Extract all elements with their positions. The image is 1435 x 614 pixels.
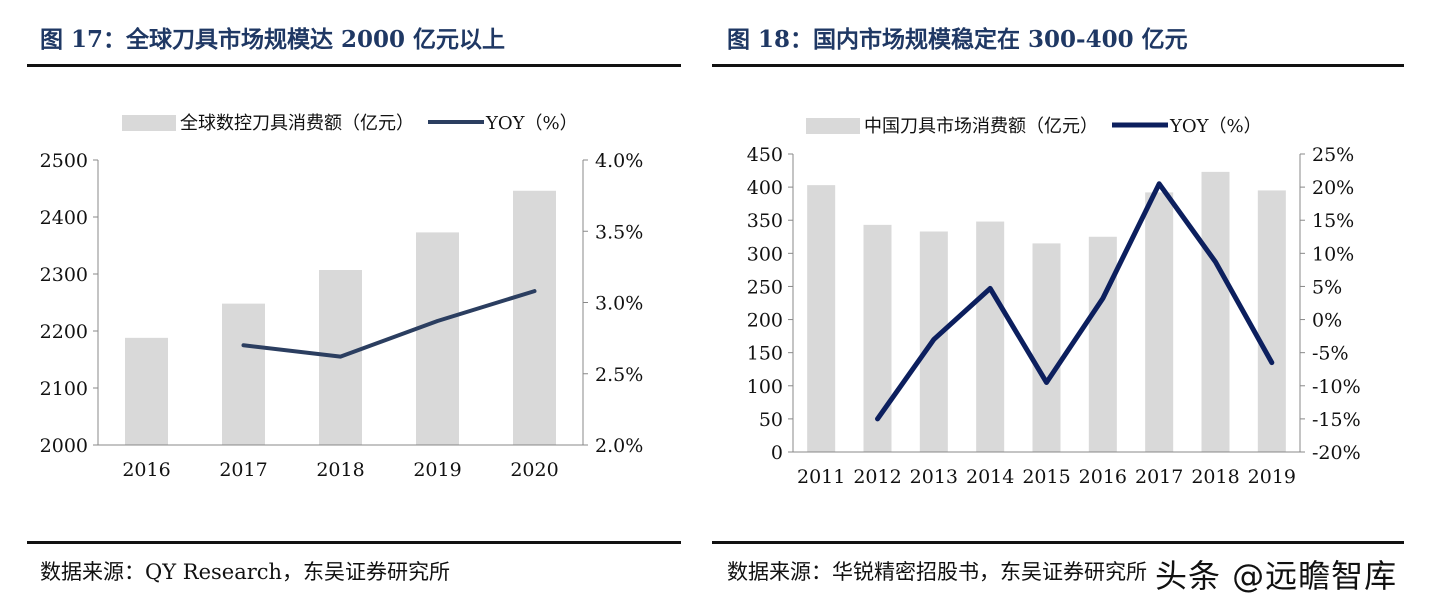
figure-18-source: 数据来源：华锐精密招股书，东吴证券研究所	[727, 560, 1147, 584]
y-right-tick-label: 4.0%	[595, 150, 643, 172]
y-right-tick-label: 2.0%	[595, 435, 643, 457]
watermark: 头条 @远瞻智库	[1155, 557, 1398, 595]
figure-18-title: 图 18：国内市场规模稳定在 300-400 亿元	[727, 26, 1188, 53]
bar	[125, 337, 168, 445]
legend-line-label: YOY（%）	[485, 113, 578, 134]
y-left-tick-label: 2000	[40, 435, 88, 457]
yoy-line	[875, 181, 1275, 422]
y-right-tick-label: 15%	[1312, 210, 1354, 232]
bar	[222, 303, 265, 445]
x-tick-label: 2018	[316, 459, 364, 481]
y-left-tick-label: 2500	[40, 150, 88, 172]
x-tick-label: 2019	[413, 459, 461, 481]
y-left-tick-label: 2100	[40, 378, 88, 400]
divider	[712, 541, 1404, 544]
divider	[27, 64, 681, 67]
y-left-tick-label: 50	[759, 409, 783, 431]
yoy-line	[241, 289, 537, 359]
bar	[1201, 171, 1230, 452]
legend-bar-label: 中国刀具市场消费额（亿元）	[864, 116, 1098, 137]
y-left-tick-label: 450	[747, 144, 783, 166]
legend-line-label: YOY（%）	[1169, 116, 1262, 137]
y-right-tick-label: -15%	[1312, 409, 1361, 431]
divider	[27, 541, 681, 544]
x-tick-label: 2012	[853, 466, 901, 488]
x-tick-label: 2019	[1248, 466, 1296, 488]
bar	[416, 232, 459, 445]
y-right-tick-label: 3.5%	[595, 221, 643, 243]
figure-17-title: 图 17：全球刀具市场规模达 2000 亿元以上	[40, 26, 506, 53]
x-tick-label: 2016	[122, 459, 170, 481]
x-tick-label: 2016	[1079, 466, 1127, 488]
bar	[1145, 192, 1174, 453]
y-left-tick-label: 300	[747, 243, 783, 265]
bar	[1088, 236, 1117, 452]
figure-17-source: 数据来源：QY Research，东吴证券研究所	[40, 560, 451, 584]
y-right-tick-label: -20%	[1312, 442, 1361, 464]
y-right-tick-label: 5%	[1312, 276, 1342, 298]
y-left-tick-label: 0	[771, 442, 783, 464]
y-right-tick-label: 10%	[1312, 243, 1354, 265]
legend-bar-swatch	[122, 115, 176, 131]
y-right-tick-label: -10%	[1312, 376, 1361, 398]
bar	[1257, 190, 1286, 452]
bar	[976, 221, 1005, 452]
y-left-tick-label: 2400	[40, 207, 88, 229]
y-right-tick-label: 20%	[1312, 177, 1354, 199]
y-right-tick-label: -5%	[1312, 343, 1349, 365]
y-left-tick-label: 350	[747, 210, 783, 232]
y-left-tick-label: 150	[747, 343, 783, 365]
y-left-tick-label: 2200	[40, 321, 88, 343]
y-left-tick-label: 100	[747, 376, 783, 398]
x-tick-label: 2017	[219, 459, 267, 481]
y-right-tick-label: 3.0%	[595, 293, 643, 315]
legend-bar-swatch	[806, 118, 860, 134]
x-tick-label: 2011	[797, 466, 845, 488]
bar	[513, 190, 556, 445]
divider	[712, 64, 1404, 67]
y-left-tick-label: 2300	[40, 264, 88, 286]
bar	[863, 224, 892, 452]
bar	[1032, 243, 1061, 452]
x-tick-label: 2020	[510, 459, 558, 481]
y-right-tick-label: 25%	[1312, 144, 1354, 166]
x-tick-label: 2017	[1135, 466, 1183, 488]
x-tick-label: 2015	[1022, 466, 1070, 488]
y-left-tick-label: 400	[747, 177, 783, 199]
x-tick-label: 2014	[966, 466, 1014, 488]
y-right-tick-label: 2.5%	[595, 364, 643, 386]
x-tick-label: 2018	[1191, 466, 1239, 488]
y-left-tick-label: 200	[747, 310, 783, 332]
y-right-tick-label: 0%	[1312, 310, 1342, 332]
y-left-tick-label: 250	[747, 276, 783, 298]
bar	[807, 185, 836, 452]
x-tick-label: 2013	[910, 466, 958, 488]
legend-bar-label: 全球数控刀具消费额（亿元）	[180, 113, 414, 134]
